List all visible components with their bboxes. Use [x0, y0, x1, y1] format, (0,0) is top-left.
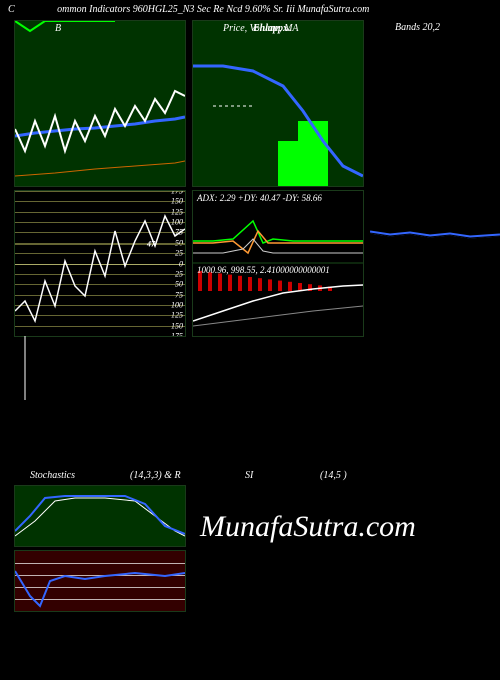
adx-price: 1000.96, 998.55, 2.41000000000001: [197, 265, 330, 275]
price-title-ov: Ehlappx.: [253, 23, 291, 34]
bands-label: Bands 20,2: [395, 22, 440, 33]
adx-subtitle: ADX: 2.29 +DY: 40.47 -DY: 58.66: [197, 193, 322, 203]
cci-panel: CCI 20 175150125100755025025507510012515…: [14, 190, 186, 337]
bollinger-title-b: B: [55, 23, 61, 34]
stoch2-svg: [15, 551, 185, 611]
price-ma-panel: Price, Volume, MA Ehlappx.: [192, 20, 364, 187]
watermark: MunafaSutra.com: [200, 510, 416, 544]
stoch-label-si: SI: [245, 470, 253, 481]
cci-svg: [15, 191, 185, 336]
bollinger-panel: B: [14, 20, 186, 187]
side-blue-svg: [370, 220, 500, 250]
vline-svg: [20, 336, 30, 406]
chart-header: C ommon Indicators 960HGL25_N3 Sec Re Nc…: [0, 0, 500, 19]
bollinger-svg: [15, 21, 185, 186]
header-text: ommon Indicators 960HGL25_N3 Sec Re Ncd …: [57, 4, 369, 15]
stoch-panel-1: 80604020 62.22: [14, 485, 186, 547]
header-c: C: [8, 4, 15, 15]
stoch1-svg: [15, 486, 185, 546]
adx-svg: [193, 191, 363, 336]
stoch-label-left: Stochastics: [30, 470, 75, 481]
stoch-label-right: (14,5 ): [320, 470, 347, 481]
adx-panel: ADX & MACD 12,26,9 ADX: 2.29 +DY: 40.47 …: [192, 190, 364, 337]
stoch-panel-2: 80604020 46.76: [14, 550, 186, 612]
stoch-label-mid: (14,3,3) & R: [130, 470, 181, 481]
price-svg: [193, 21, 363, 186]
